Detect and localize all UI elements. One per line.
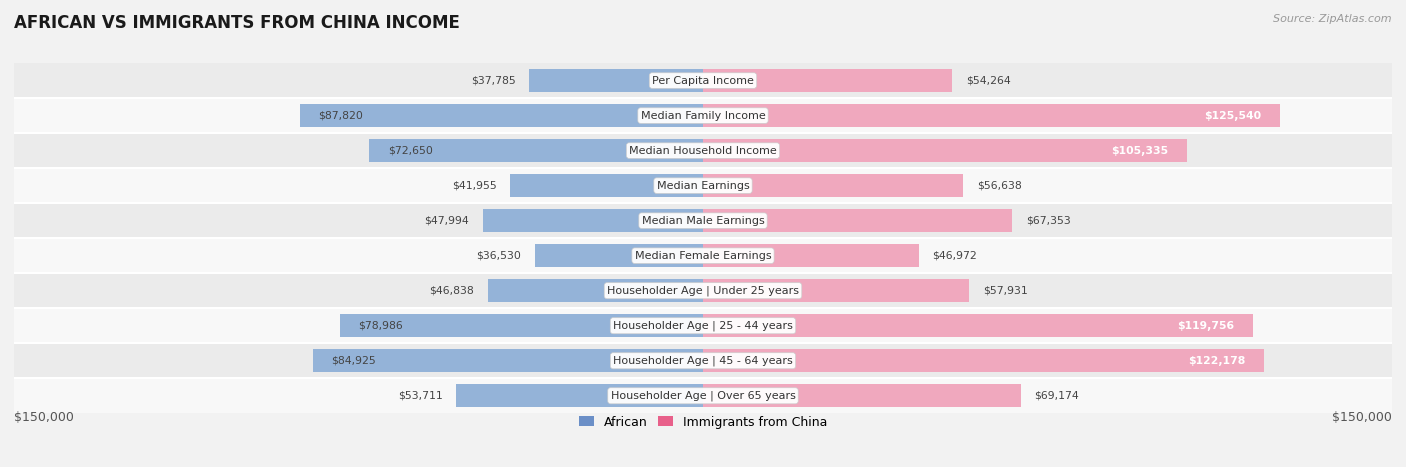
Bar [703,349,1264,372]
Bar [14,133,1392,168]
Text: $150,000: $150,000 [14,411,75,424]
Text: Householder Age | Over 65 years: Householder Age | Over 65 years [610,390,796,401]
Bar [14,343,1392,378]
Bar [14,203,1392,238]
Text: Per Capita Income: Per Capita Income [652,76,754,85]
Text: Median Male Earnings: Median Male Earnings [641,216,765,226]
Bar [482,209,703,232]
Bar [370,139,703,162]
Bar [14,378,1392,413]
Text: $122,178: $122,178 [1188,356,1246,366]
Text: $119,756: $119,756 [1178,321,1234,331]
Text: $47,994: $47,994 [425,216,468,226]
Bar [703,384,1021,407]
Text: $57,931: $57,931 [983,286,1028,296]
Bar [314,349,703,372]
Bar [488,279,703,302]
Bar [14,168,1392,203]
Text: AFRICAN VS IMMIGRANTS FROM CHINA INCOME: AFRICAN VS IMMIGRANTS FROM CHINA INCOME [14,14,460,32]
Text: Median Family Income: Median Family Income [641,111,765,120]
Text: $69,174: $69,174 [1035,391,1080,401]
Text: $53,711: $53,711 [398,391,443,401]
Bar [703,139,1187,162]
Bar [703,69,952,92]
Legend: African, Immigrants from China: African, Immigrants from China [579,416,827,429]
Text: Householder Age | 45 - 64 years: Householder Age | 45 - 64 years [613,355,793,366]
Text: $105,335: $105,335 [1111,146,1168,156]
Bar [14,63,1392,98]
Text: $87,820: $87,820 [318,111,363,120]
Text: $78,986: $78,986 [359,321,404,331]
Text: $84,925: $84,925 [332,356,375,366]
Text: Median Household Income: Median Household Income [628,146,778,156]
Bar [299,104,703,127]
Text: $46,972: $46,972 [932,251,977,261]
Bar [703,244,918,267]
Bar [703,209,1012,232]
Text: Householder Age | Under 25 years: Householder Age | Under 25 years [607,285,799,296]
Bar [510,174,703,197]
Text: Source: ZipAtlas.com: Source: ZipAtlas.com [1274,14,1392,24]
Text: $37,785: $37,785 [471,76,516,85]
Text: $36,530: $36,530 [477,251,522,261]
Text: $150,000: $150,000 [1331,411,1392,424]
Bar [530,69,703,92]
Bar [703,314,1253,337]
Text: Median Earnings: Median Earnings [657,181,749,191]
Bar [14,238,1392,273]
Bar [703,104,1279,127]
Bar [14,273,1392,308]
Bar [457,384,703,407]
Text: $46,838: $46,838 [429,286,474,296]
Text: $125,540: $125,540 [1204,111,1261,120]
Bar [14,308,1392,343]
Text: Median Female Earnings: Median Female Earnings [634,251,772,261]
Text: $41,955: $41,955 [451,181,496,191]
Bar [14,98,1392,133]
Text: Householder Age | 25 - 44 years: Householder Age | 25 - 44 years [613,320,793,331]
Text: $54,264: $54,264 [966,76,1011,85]
Bar [340,314,703,337]
Text: $72,650: $72,650 [388,146,433,156]
Text: $56,638: $56,638 [977,181,1022,191]
Text: $67,353: $67,353 [1026,216,1071,226]
Bar [703,279,969,302]
Bar [536,244,703,267]
Bar [703,174,963,197]
